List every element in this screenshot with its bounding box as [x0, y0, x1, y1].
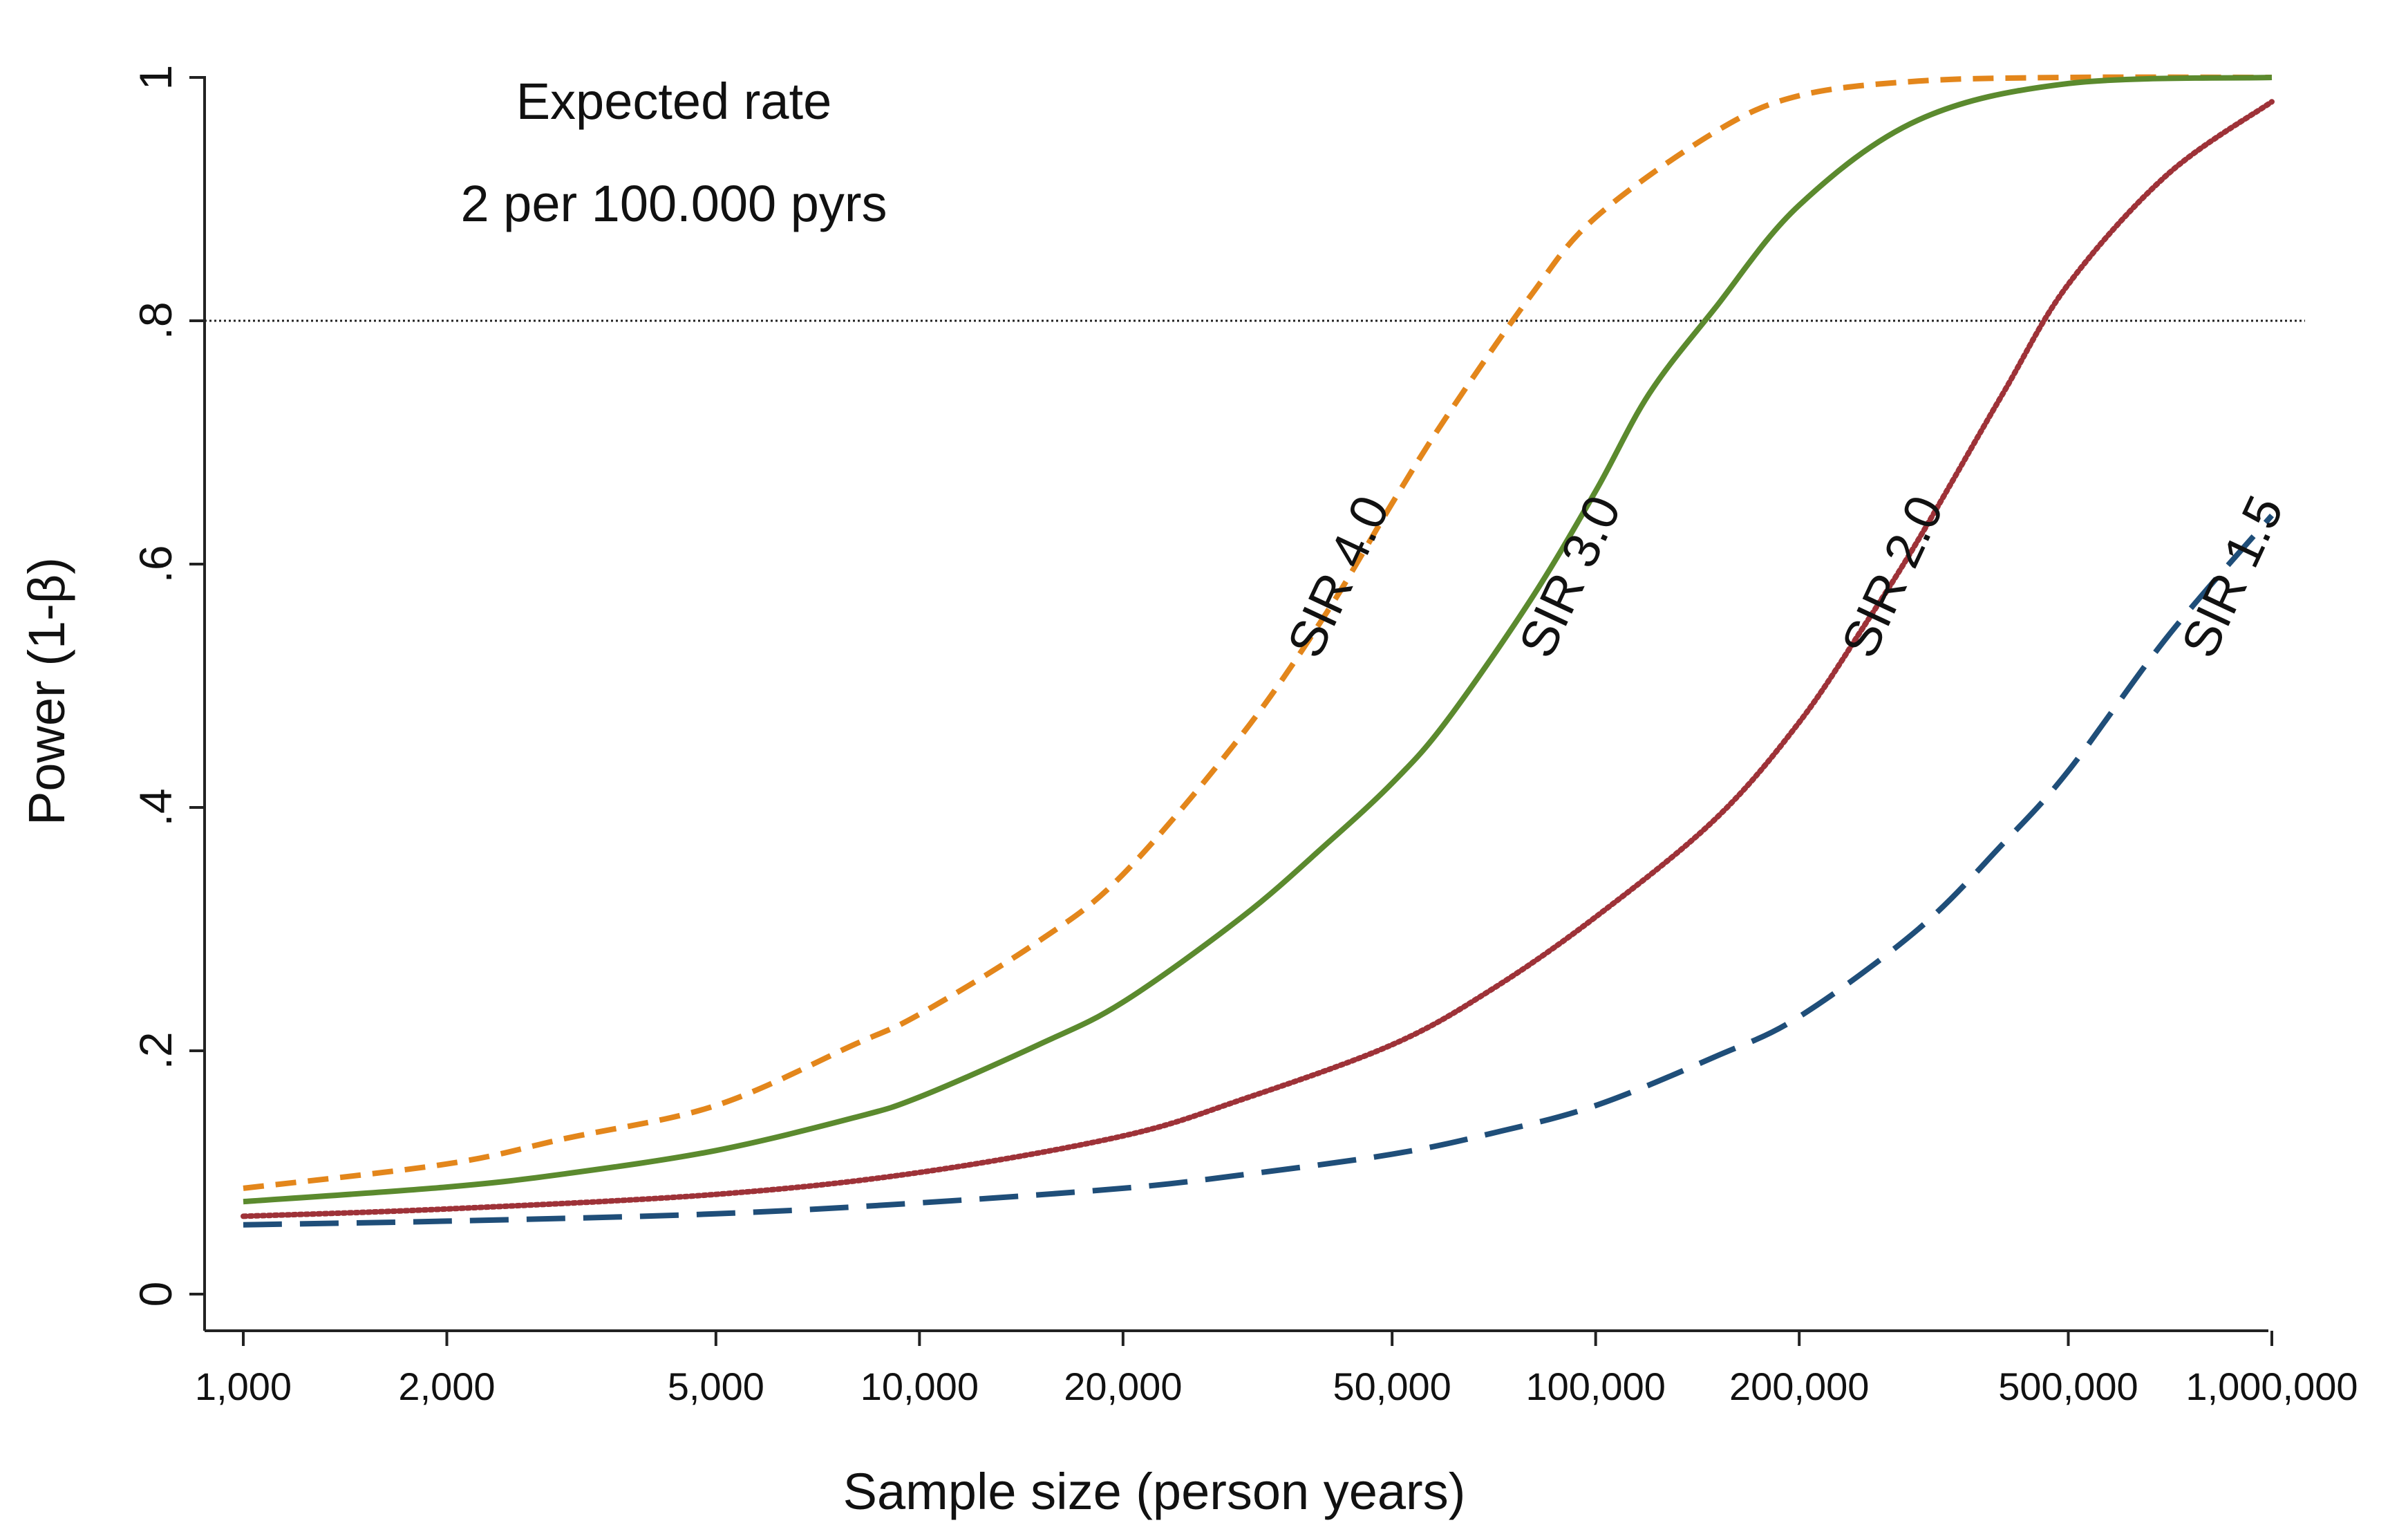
series-line-sir-4-0: [243, 74, 2273, 1191]
x-axis-ticks: 1,000 2,000 5,000 10,000 20,000 50,000 100,000…: [195, 1331, 2358, 1408]
y-tick-label: .8: [130, 301, 181, 339]
y-axis-title: Power (1-β): [18, 557, 75, 825]
x-tick-label: 10,000: [860, 1365, 979, 1408]
series-line-sir-2-0: [241, 99, 2275, 1219]
y-tick-label: 1: [130, 65, 181, 91]
series-lines: [241, 74, 2275, 1228]
x-tick-label: 200,000: [1729, 1365, 1869, 1408]
series-line-sir-1-5: [243, 513, 2275, 1228]
x-tick-label: 20,000: [1064, 1365, 1182, 1408]
y-tick-label: .4: [130, 788, 181, 826]
x-tick-label: 100,000: [1525, 1365, 1665, 1408]
x-tick-label: 500,000: [1998, 1365, 2138, 1408]
y-axis-ticks: 0 .2 .4 .6 .8 1: [130, 65, 205, 1307]
x-tick-label: 1,000,000: [2185, 1365, 2358, 1408]
x-tick-label: 1,000: [195, 1365, 292, 1408]
y-tick-label: 0: [130, 1282, 181, 1307]
y-tick-label: .2: [130, 1031, 181, 1069]
x-tick-label: 2,000: [398, 1365, 495, 1408]
annotation-rate-value: 2 per 100.000 pyrs: [460, 175, 887, 232]
y-tick-label: .6: [130, 545, 181, 583]
annotation-expected-rate: Expected rate: [516, 73, 832, 130]
x-axis-title: Sample size (person years): [843, 1463, 1466, 1520]
x-tick-label: 5,000: [668, 1365, 764, 1408]
x-tick-label: 50,000: [1333, 1365, 1451, 1408]
series-line-sir-3-0: [243, 75, 2273, 1205]
